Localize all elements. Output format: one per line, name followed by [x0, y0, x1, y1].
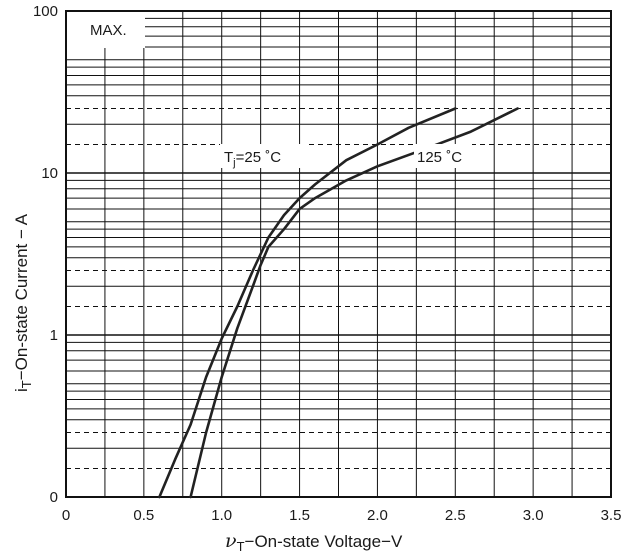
series-line-tj-25c	[158, 107, 457, 499]
series-layer	[158, 107, 519, 499]
plot-frame	[65, 10, 612, 498]
x-tick-label: 2.0	[367, 507, 388, 524]
x-tick-labels: 0 0.5 1.0 1.5 2.0 2.5 3.0 3.5	[62, 507, 622, 524]
t125-label-box	[414, 144, 472, 168]
x-tick-label: 2.5	[445, 507, 466, 524]
y-tick-label: 100	[33, 3, 58, 20]
y-axis-title: iT−On-state Current − A	[12, 213, 34, 392]
max-label-box	[67, 12, 145, 48]
grid	[66, 11, 611, 497]
tj-annotation: Tj=25 ˚C	[224, 149, 281, 169]
y-tick-labels: 0 1 10 100	[33, 3, 58, 506]
x-tick-label: 3.5	[601, 507, 622, 524]
x-tick-label: 0.5	[133, 507, 154, 524]
x-tick-label: 0	[62, 507, 70, 524]
y-tick-label: 10	[41, 165, 58, 182]
t125-annotation: 125 ˚C	[417, 149, 462, 166]
y-tick-label: 0	[50, 489, 58, 506]
series-line-tj-125c	[189, 107, 519, 499]
x-tick-label: 1.0	[211, 507, 232, 524]
x-tick-label: 3.0	[523, 507, 544, 524]
x-tick-label: 1.5	[289, 507, 310, 524]
tj-label-box	[220, 144, 308, 168]
x-axis-title: νT−On-state Voltage−V	[225, 530, 403, 554]
max-label: MAX.	[90, 22, 127, 39]
y-tick-label: 1	[50, 327, 58, 344]
